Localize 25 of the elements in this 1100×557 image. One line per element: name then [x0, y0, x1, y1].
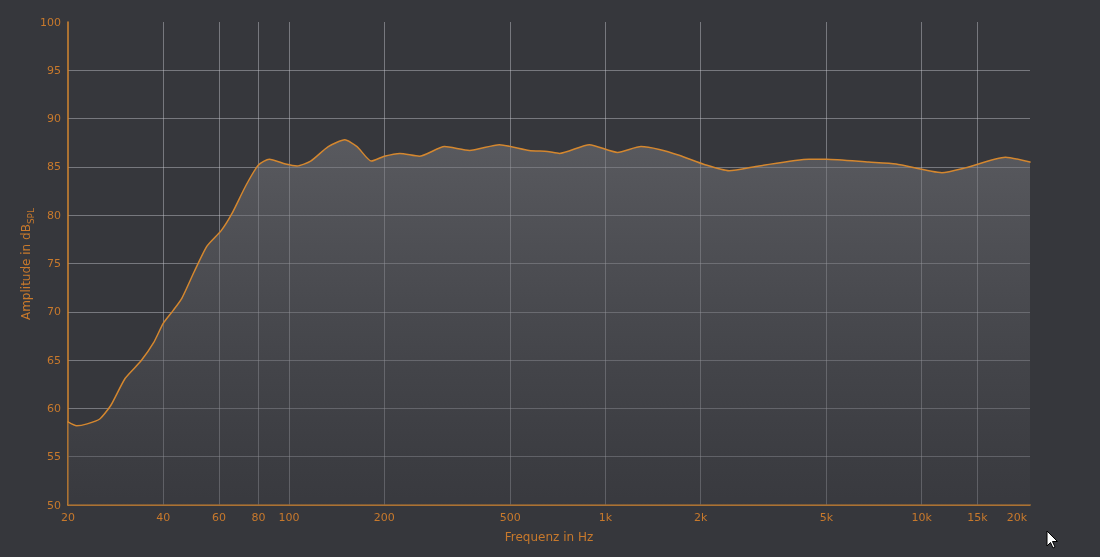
x-tick-label: 20k [1006, 511, 1028, 524]
x-tick-label: 10k [911, 511, 933, 524]
y-tick-label: 90 [47, 112, 61, 126]
x-tick-label: 2k [693, 511, 708, 524]
y-tick-label: 65 [47, 353, 61, 367]
x-tick-label: 5k [819, 511, 834, 524]
y-tick-label: 50 [47, 498, 61, 512]
x-tick-label: 500 [499, 511, 521, 524]
y-tick-label: 95 [47, 63, 61, 77]
y-tick-label: 75 [47, 257, 61, 270]
y-tick-label: 55 [47, 450, 61, 464]
x-tick-label: 80 [251, 511, 266, 524]
x-axis-title: Frequenz in Hz [504, 530, 594, 544]
y-tick-label: 80 [47, 208, 61, 222]
x-tick-label: 100 [278, 511, 300, 524]
x-tick-label: 40 [156, 511, 171, 524]
y-tick-label: 60 [47, 401, 61, 415]
x-tick-label: 1k [598, 511, 613, 524]
x-tick-label: 60 [211, 511, 226, 524]
y-tick-label: 100 [40, 15, 61, 29]
x-tick-label: 200 [373, 511, 395, 524]
x-tick-label: 20 [61, 511, 75, 524]
y-tick-label: 85 [47, 160, 61, 174]
x-tick-label: 15k [967, 511, 989, 524]
y-tick-label: 70 [47, 305, 61, 319]
